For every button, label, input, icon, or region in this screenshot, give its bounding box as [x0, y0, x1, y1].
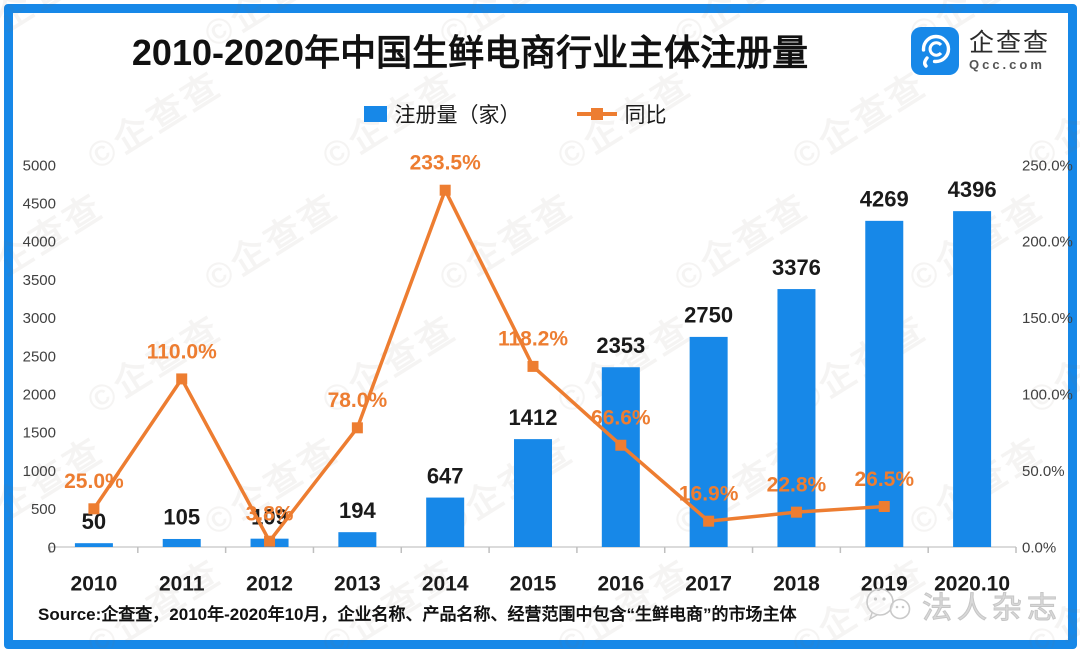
legend-item-line: 同比 — [576, 99, 667, 129]
x-axis-label: 2019 — [861, 572, 908, 595]
left-axis-tick-label: 4500 — [23, 195, 56, 212]
yoy-value-label: 16.9% — [679, 483, 739, 506]
bar — [953, 211, 992, 547]
x-axis-label: 2010 — [71, 572, 118, 595]
left-axis-tick-label: 500 — [31, 501, 56, 518]
legend-line-swatch-icon — [576, 108, 617, 120]
qcc-logo-domain: Qcc.com — [968, 57, 1045, 73]
frame-border — [4, 4, 1077, 649]
chart-legend: 注册量（家） 同比 — [0, 99, 1030, 129]
yoy-value-label: 118.2% — [498, 328, 568, 351]
right-axis-tick-label: 50.0% — [1022, 463, 1065, 480]
left-axis-tick-label: 1500 — [23, 425, 56, 442]
qcc-logo-text: 企查查 Qcc.com — [969, 30, 1050, 72]
bar-value-label: 105 — [163, 505, 200, 530]
left-axis-tick-label: 2000 — [23, 386, 56, 403]
page-title: 2010-2020年中国生鲜电商行业主体注册量 — [131, 32, 809, 73]
bar-value-label: 2750 — [684, 303, 733, 328]
yoy-value-label: 110.0% — [147, 340, 217, 363]
x-axis-label: 2018 — [773, 572, 820, 595]
yoy-value-label: 26.5% — [854, 468, 914, 491]
x-axis-label: 2020.10 — [934, 572, 1010, 595]
x-axis-label: 2015 — [510, 572, 557, 595]
bar — [426, 497, 465, 547]
right-axis-tick-label: 100.0% — [1022, 386, 1073, 403]
x-axis-label: 2012 — [246, 572, 293, 595]
source-note: Source:企查查，2010年-2020年10月，企业名称、产品名称、经营范围… — [38, 605, 797, 624]
yoy-marker — [264, 535, 276, 547]
yoy-line — [92, 188, 885, 543]
yoy-marker — [527, 360, 539, 372]
yoy-marker — [439, 184, 451, 196]
yoy-value-label: 25.0% — [64, 470, 124, 493]
bar-value-label: 3376 — [772, 255, 821, 280]
yoy-value-label: 22.8% — [767, 474, 827, 497]
left-axis-tick-label: 3000 — [23, 310, 56, 327]
yoy-marker — [703, 515, 715, 527]
yoy-marker — [615, 439, 627, 451]
left-axis-tick-label: 2500 — [23, 348, 56, 365]
legend-bar-label: 注册量（家） — [394, 104, 521, 127]
bar-value-label: 4269 — [860, 187, 909, 212]
yoy-value-label: 3.8% — [246, 503, 294, 526]
yoy-value-label: 66.6% — [591, 407, 651, 430]
bar-value-label: 194 — [339, 498, 376, 523]
bar-value-label: 4396 — [948, 177, 997, 202]
right-axis-tick-label: 0.0% — [1022, 539, 1056, 556]
bar — [514, 439, 552, 547]
bar — [162, 538, 201, 547]
left-axis-tick-label: 1000 — [23, 463, 56, 480]
x-axis-label: 2011 — [159, 572, 205, 595]
bar — [777, 289, 816, 547]
qcc-logo-name: 企查查 — [968, 29, 1050, 58]
legend-line-label: 同比 — [624, 104, 667, 127]
x-axis-label: 2014 — [422, 572, 469, 595]
yoy-marker — [878, 501, 890, 513]
yoy-marker — [88, 503, 100, 515]
legend-item-bars: 注册量（家） — [363, 99, 521, 129]
right-axis-tick-label: 250.0% — [1022, 157, 1073, 174]
bar — [865, 220, 904, 548]
x-axis-label: 2016 — [597, 572, 644, 595]
bar-value-label: 1412 — [509, 405, 558, 430]
right-axis-tick-label: 150.0% — [1022, 310, 1073, 327]
right-axis-tick-label: 200.0% — [1022, 234, 1073, 251]
x-axis-label: 2017 — [685, 572, 732, 595]
bar — [74, 543, 113, 547]
yoy-value-label: 78.0% — [328, 389, 388, 412]
bar — [338, 532, 377, 547]
left-axis-tick-label: 4000 — [23, 234, 56, 251]
bar — [689, 336, 728, 547]
qcc-logo-icon — [910, 27, 959, 75]
legend-bar-swatch-icon — [363, 106, 387, 122]
bar-value-label: 647 — [427, 463, 464, 488]
yoy-marker — [176, 373, 188, 385]
bar-value-label: 2353 — [596, 333, 645, 358]
left-axis-tick-label: 0 — [48, 539, 56, 556]
yoy-marker — [351, 422, 363, 434]
qcc-logo: 企查查 Qcc.com — [910, 27, 1050, 75]
yoy-value-label: 233.5% — [410, 152, 482, 175]
left-axis-tick-label: 5000 — [23, 157, 56, 174]
x-axis-label: 2013 — [334, 572, 381, 595]
left-axis-tick-label: 3500 — [23, 272, 56, 289]
yoy-marker — [790, 506, 802, 518]
